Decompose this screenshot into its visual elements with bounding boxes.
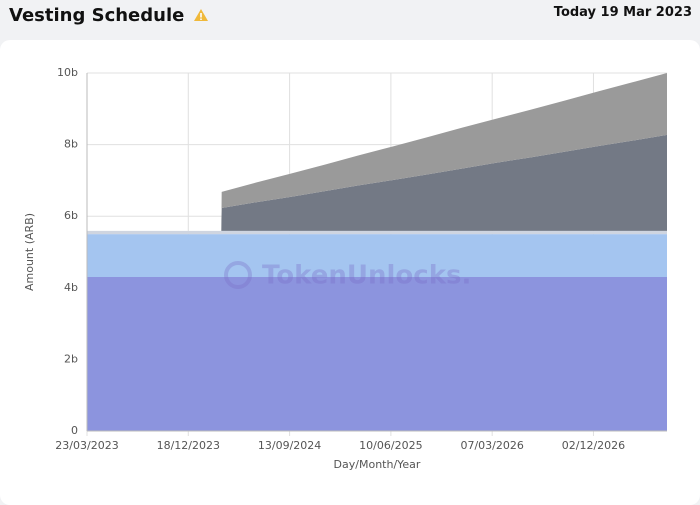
warning-icon — [193, 9, 208, 21]
area-layer — [87, 277, 667, 431]
x-tick-label: 18/12/2023 — [157, 439, 220, 452]
y-tick-label: 6b — [64, 209, 78, 222]
y-tick-label: 8b — [64, 138, 78, 151]
y-tick-label: 2b — [64, 352, 78, 365]
area-layer — [87, 230, 667, 235]
y-tick-label: 4b — [64, 281, 78, 294]
title-text: Vesting Schedule — [9, 5, 185, 26]
area-layer — [87, 134, 667, 231]
y-tick-label: 0 — [71, 424, 78, 437]
watermark: TokenUnlocks. — [262, 261, 471, 291]
area-layer — [87, 73, 667, 231]
y-tick-label: 10b — [57, 66, 78, 79]
x-tick-label: 07/03/2026 — [460, 439, 523, 452]
x-tick-label: 02/12/2026 — [562, 439, 625, 452]
x-axis-label: Day/Month/Year — [334, 458, 421, 471]
header-title: Vesting Schedule — [9, 5, 208, 26]
watermark-logo — [224, 261, 252, 289]
x-tick-label: 13/09/2024 — [258, 439, 321, 452]
area-layer — [87, 234, 667, 278]
header-date: Today 19 Mar 2023 — [553, 5, 692, 20]
x-tick-label: 10/06/2025 — [359, 439, 422, 452]
x-tick-label: 23/03/2023 — [55, 439, 118, 452]
y-axis-label: Amount (ARB) — [23, 213, 36, 291]
